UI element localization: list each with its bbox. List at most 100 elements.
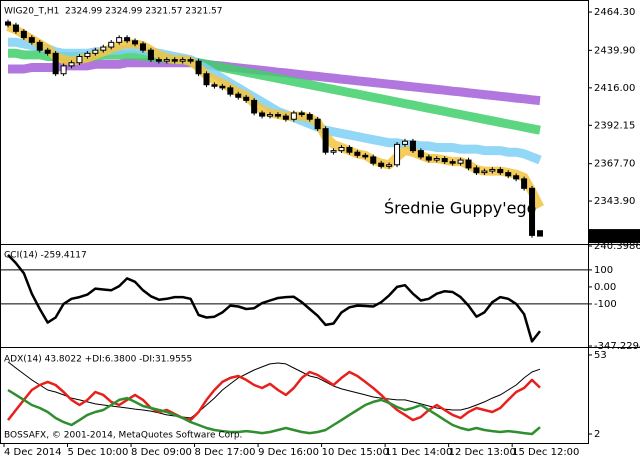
- candle-body: [274, 114, 281, 117]
- x-tick-label: 11 Dec 14:00: [385, 447, 452, 458]
- candle-body: [124, 37, 131, 42]
- candle-body: [147, 49, 154, 61]
- candle-body: [370, 156, 377, 164]
- x-tick-label: 9 Dec 16:00: [258, 447, 319, 458]
- candle-body: [362, 154, 369, 158]
- candle-body: [155, 59, 162, 62]
- x-tick-label: 5 Dec 10:00: [68, 447, 129, 458]
- candle-body: [354, 151, 361, 156]
- candle-body: [441, 157, 448, 163]
- y-tick-label: -100: [594, 299, 617, 310]
- candle-body: [338, 147, 345, 152]
- panel-title: ADX(14) 43.8022 +DI:6.3800 -DI:31.9555: [4, 355, 192, 365]
- candle-body: [92, 49, 99, 54]
- candle-body: [433, 157, 440, 161]
- candle-body: [465, 159, 472, 169]
- y-tick-label: 2343.90: [594, 196, 635, 207]
- candle-body: [235, 93, 242, 98]
- candle-body: [378, 162, 385, 167]
- y-tick-label: 240.3986: [594, 241, 640, 252]
- candle-body: [481, 170, 488, 174]
- x-tick-label: 8 Dec 17:00: [195, 447, 256, 458]
- current-price-box: [588, 229, 640, 244]
- indicator-line: [7, 361, 541, 419]
- candle-body: [298, 112, 305, 116]
- x-tick-label: 10 Dec 15:00: [322, 447, 389, 458]
- candle-body: [211, 84, 218, 87]
- chart-layer: 2464.30 2439.90 2416.00 2392.15 2367.70 2343.…: [0, 7, 640, 458]
- candle-body: [417, 150, 424, 158]
- candle-body: [195, 60, 202, 75]
- candle-body: [322, 128, 329, 153]
- candle-body: [171, 59, 178, 62]
- candle-body: [12, 24, 19, 32]
- candle-body: [132, 40, 139, 45]
- candle-body: [36, 41, 43, 51]
- candle-body: [44, 49, 51, 54]
- current-price-label: 2321.57: [592, 231, 633, 242]
- candle-body: [330, 150, 337, 153]
- candle-body: [20, 30, 27, 39]
- candle-body: [473, 167, 480, 174]
- candle-body: [203, 73, 210, 86]
- candle-body: [306, 114, 313, 120]
- candle-body: [314, 118, 321, 130]
- candle-body: [163, 59, 170, 62]
- candle-body: [346, 147, 353, 153]
- y-tick-label: 53: [594, 350, 607, 361]
- y-tick-label: 2439.90: [594, 45, 635, 56]
- candle-body: [5, 21, 11, 26]
- y-tick-label: 2392.15: [594, 120, 635, 131]
- y-tick-label: 2464.30: [594, 7, 635, 18]
- candle-body: [243, 96, 250, 101]
- candle-body: [28, 37, 35, 43]
- candle-body: [116, 37, 123, 43]
- candle-body: [402, 140, 408, 145]
- x-tick-label: 15 Dec 12:00: [512, 447, 579, 458]
- candle-body: [52, 52, 59, 75]
- candle-body: [100, 46, 107, 51]
- y-tick-label: 2: [594, 429, 600, 440]
- candle-body: [282, 115, 289, 120]
- panel-title: CCI(14) -259.4117: [4, 251, 87, 261]
- y-tick-label: 100: [594, 265, 613, 276]
- candle-body: [497, 168, 504, 174]
- candle-body: [529, 187, 536, 236]
- candle-body: [76, 55, 83, 64]
- candle-body: [489, 168, 496, 172]
- candle-body: [457, 159, 464, 164]
- candle-body: [187, 59, 194, 62]
- plot-frame: [0, 0, 589, 444]
- panel-title: WIG20_T,H1 2324.99 2324.99 2321.57 2321.…: [4, 7, 223, 17]
- guppy-ribbon: [8, 58, 541, 106]
- candle-body: [108, 41, 115, 48]
- candle-body: [179, 59, 186, 62]
- indicator-line: [7, 388, 541, 436]
- candle-body: [536, 230, 543, 237]
- candle-body: [68, 62, 75, 67]
- annotation: Średnie Guppy'ego: [384, 199, 536, 218]
- candle-body: [449, 161, 456, 164]
- candle-body: [267, 114, 274, 117]
- candle-body: [386, 164, 393, 167]
- candle-body: [227, 87, 234, 95]
- candle-body: [60, 65, 67, 75]
- indicator-line: [7, 254, 541, 343]
- candle-body: [394, 143, 401, 166]
- y-tick-label: 0.00: [594, 282, 616, 293]
- candle-body: [259, 112, 266, 117]
- copyright: BOSSAFX, © 2001-2014, MetaQuotes Softwar…: [4, 431, 242, 441]
- candle-body: [290, 112, 297, 120]
- candle-body: [425, 156, 432, 161]
- candle-body: [84, 52, 91, 57]
- y-tick-label: -347.2294: [594, 341, 640, 352]
- y-tick-label: 2416.00: [594, 83, 635, 94]
- candle-body: [521, 178, 528, 189]
- x-tick-label: 12 Dec 13:00: [449, 447, 516, 458]
- candle-body: [505, 172, 512, 177]
- candle-body: [219, 85, 226, 89]
- x-tick-label: 4 Dec 2014: [4, 447, 62, 458]
- indicator-line: [7, 370, 541, 422]
- x-tick-label: 8 Dec 09:00: [131, 447, 192, 458]
- y-tick-label: 2367.70: [594, 159, 635, 170]
